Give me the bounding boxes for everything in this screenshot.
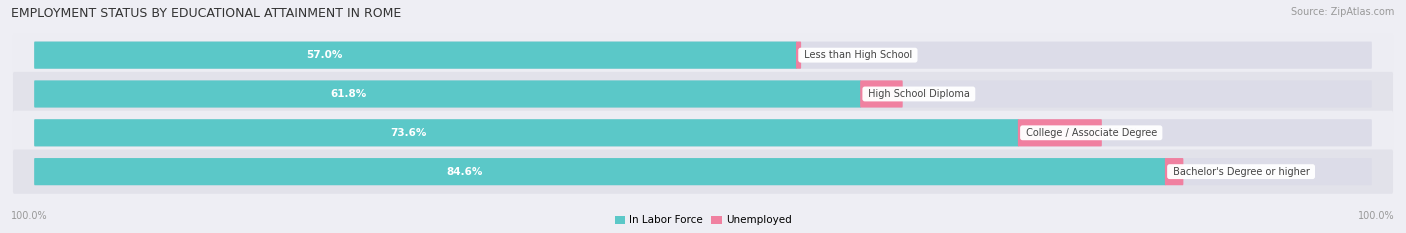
Text: 1.3%: 1.3% — [1194, 167, 1220, 177]
Legend: In Labor Force, Unemployed: In Labor Force, Unemployed — [614, 216, 792, 226]
Text: 6.2%: 6.2% — [1112, 128, 1139, 138]
FancyBboxPatch shape — [34, 158, 1166, 185]
FancyBboxPatch shape — [34, 80, 1372, 108]
FancyBboxPatch shape — [1018, 119, 1102, 146]
Text: 100.0%: 100.0% — [1358, 211, 1395, 221]
FancyBboxPatch shape — [34, 80, 862, 108]
Text: High School Diploma: High School Diploma — [865, 89, 973, 99]
FancyBboxPatch shape — [34, 41, 1372, 69]
FancyBboxPatch shape — [796, 41, 801, 69]
FancyBboxPatch shape — [13, 72, 1393, 116]
FancyBboxPatch shape — [34, 41, 797, 69]
FancyBboxPatch shape — [34, 158, 1372, 185]
Text: 57.0%: 57.0% — [307, 50, 343, 60]
Text: Bachelor's Degree or higher: Bachelor's Degree or higher — [1170, 167, 1313, 177]
FancyBboxPatch shape — [34, 119, 1019, 146]
Text: 73.6%: 73.6% — [391, 128, 426, 138]
Text: 0.3%: 0.3% — [811, 50, 838, 60]
FancyBboxPatch shape — [1166, 158, 1184, 185]
Text: 84.6%: 84.6% — [446, 167, 482, 177]
FancyBboxPatch shape — [13, 150, 1393, 194]
FancyBboxPatch shape — [13, 111, 1393, 155]
FancyBboxPatch shape — [13, 33, 1393, 77]
Text: EMPLOYMENT STATUS BY EDUCATIONAL ATTAINMENT IN ROME: EMPLOYMENT STATUS BY EDUCATIONAL ATTAINM… — [11, 7, 402, 20]
Text: Less than High School: Less than High School — [800, 50, 915, 60]
Text: Source: ZipAtlas.com: Source: ZipAtlas.com — [1291, 7, 1395, 17]
FancyBboxPatch shape — [34, 119, 1372, 146]
Text: 3.1%: 3.1% — [912, 89, 939, 99]
Text: College / Associate Degree: College / Associate Degree — [1022, 128, 1160, 138]
Text: 61.8%: 61.8% — [330, 89, 367, 99]
FancyBboxPatch shape — [860, 80, 903, 108]
Text: 100.0%: 100.0% — [11, 211, 48, 221]
